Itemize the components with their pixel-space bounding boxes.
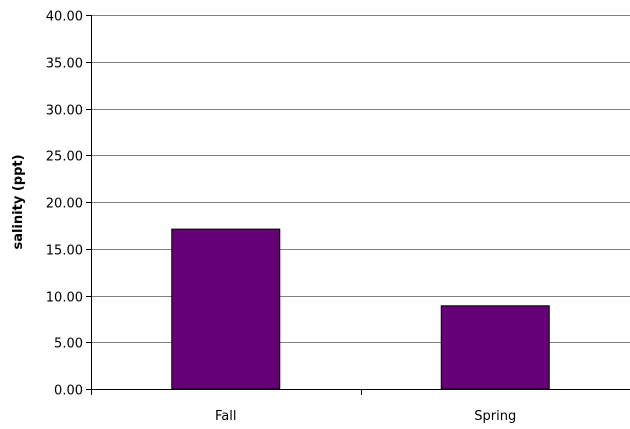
y-tick-label: 40.00 xyxy=(46,10,83,25)
y-tick-label: 20.00 xyxy=(46,197,83,212)
bar-spring xyxy=(440,305,550,390)
y-tick-label: 0.00 xyxy=(54,384,83,399)
y-tick-label: 30.00 xyxy=(46,104,83,119)
y-tick-label: 15.00 xyxy=(46,244,83,259)
y-tick-label: 10.00 xyxy=(46,291,83,306)
y-tick-labels: 0.00 5.00 10.00 15.00 20.00 25.00 30.00 35.00 40… xyxy=(46,10,83,399)
x-category-label: Spring xyxy=(474,409,516,424)
y-tick-label: 25.00 xyxy=(46,150,83,165)
y-axis-title: salinity (ppt) xyxy=(11,154,26,249)
x-category-label: Fall xyxy=(215,409,236,424)
bars xyxy=(171,228,550,390)
x-category-labels: Fall Spring xyxy=(215,409,516,424)
bar-fall xyxy=(171,228,281,390)
y-tick-label: 5.00 xyxy=(54,337,83,352)
y-tick-label: 35.00 xyxy=(46,57,83,72)
axes xyxy=(86,15,630,395)
